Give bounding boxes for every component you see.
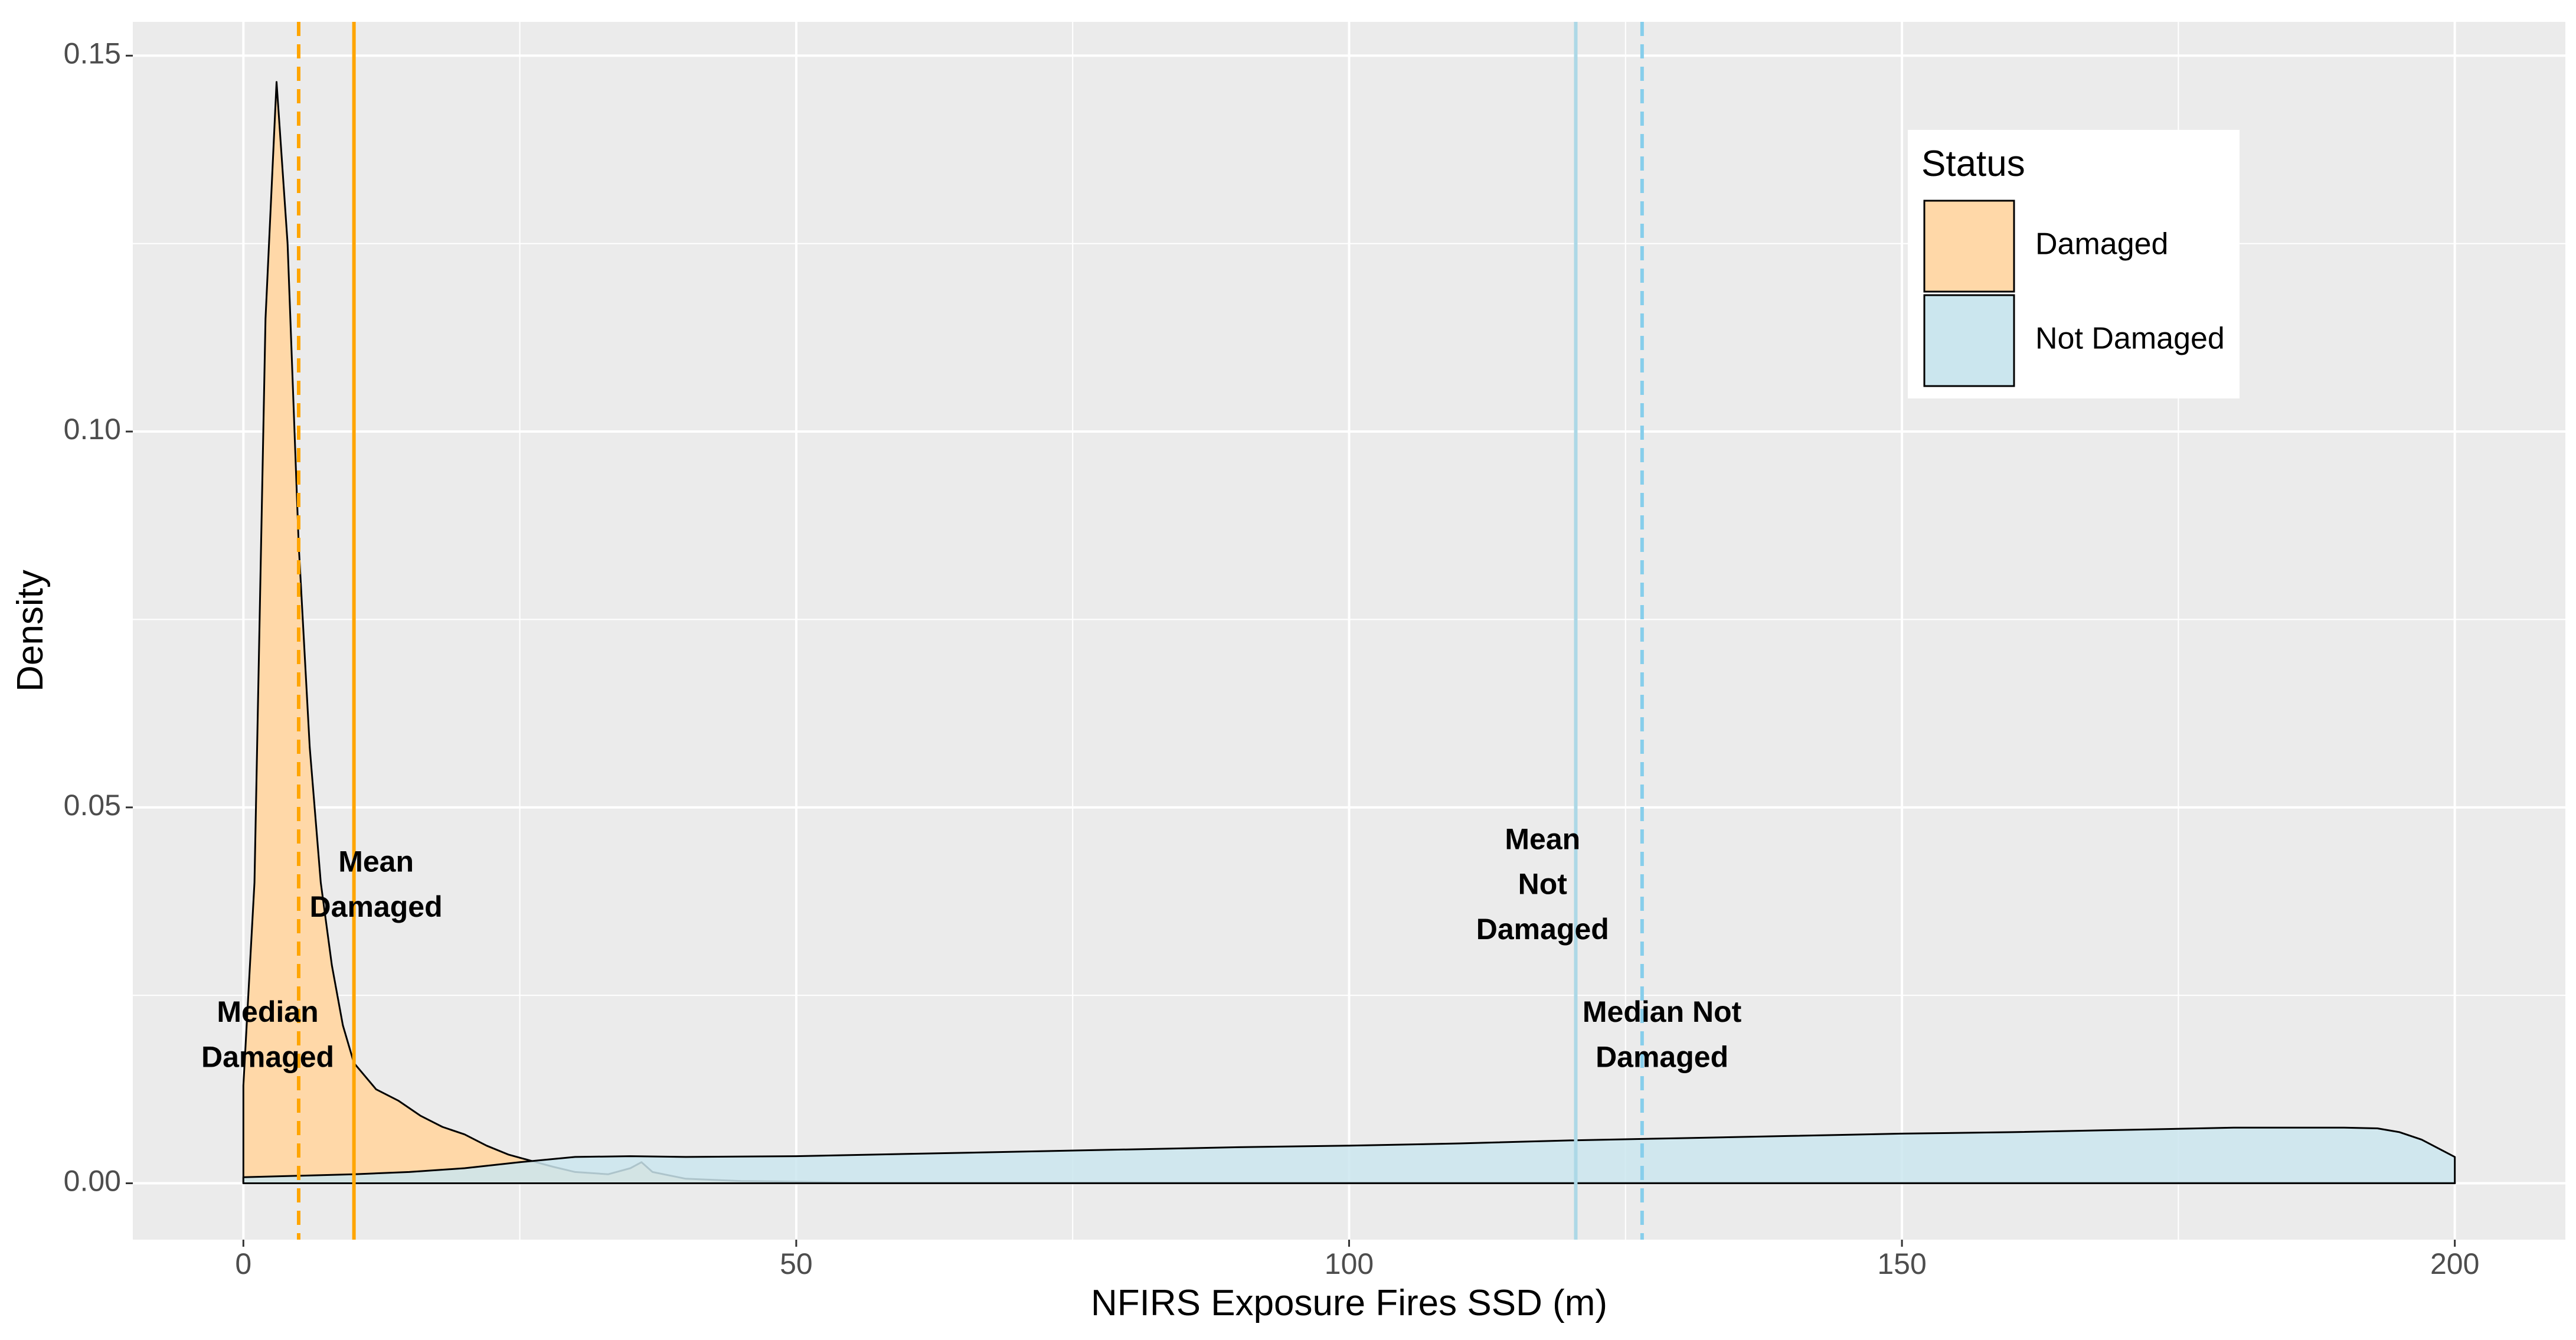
annotation-label: Damaged (1476, 913, 1609, 946)
legend-key-not-damaged (1923, 294, 2015, 387)
x-tick-label: 150 (1877, 1247, 1926, 1280)
y-tick-label: 0.00 (64, 1165, 121, 1198)
legend-label-damaged: Damaged (2035, 227, 2168, 262)
x-tick-label: 100 (1325, 1247, 1374, 1280)
density-area-not-damaged (242, 1126, 2456, 1184)
annotation-label: Damaged (310, 890, 443, 923)
annotation-label: Damaged (201, 1041, 334, 1074)
annotation-label: Not (1518, 868, 1568, 901)
y-tick-label: 0.10 (64, 413, 121, 446)
x-axis-title: NFIRS Exposure Fires SSD (m) (1091, 1283, 1607, 1323)
annotation-label: Damaged (1596, 1041, 1728, 1074)
annotation-label: Mean (1505, 822, 1580, 855)
x-tick-label: 50 (780, 1247, 813, 1280)
legend: Status Damaged Not Damaged (1908, 130, 2240, 398)
legend-label-not-damaged: Not Damaged (2035, 322, 2225, 356)
annotation-label: Mean (338, 845, 414, 878)
x-tick-label: 200 (2430, 1247, 2479, 1280)
y-axis-title: Density (10, 570, 51, 692)
x-tick-label: 0 (235, 1247, 251, 1280)
annotation-label: Median Not (1583, 995, 1742, 1028)
legend-title: Status (1921, 143, 2025, 184)
y-tick-label: 0.15 (64, 37, 121, 70)
y-tick-label: 0.05 (64, 789, 121, 822)
annotation-label: Median (217, 995, 318, 1028)
legend-key-damaged (1923, 200, 2015, 293)
